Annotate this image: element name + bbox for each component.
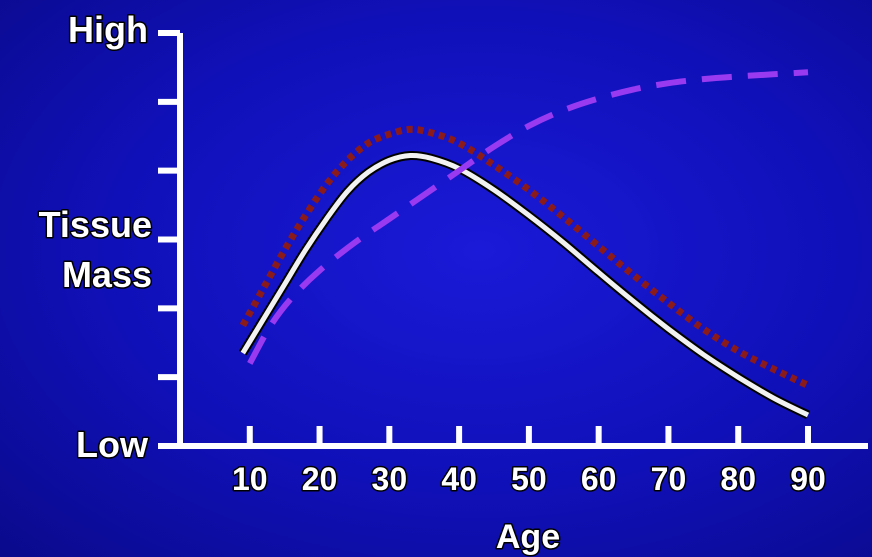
series-line-dashed bbox=[247, 69, 809, 365]
x-tick-label: 80 bbox=[720, 461, 756, 497]
y-tick-label-high: High bbox=[68, 9, 148, 50]
x-tick-label: 40 bbox=[441, 461, 477, 497]
x-tick-label: 90 bbox=[790, 461, 826, 497]
series-group bbox=[238, 69, 810, 420]
x-tick-label: 20 bbox=[302, 461, 338, 497]
x-tick-label: 30 bbox=[372, 461, 408, 497]
labels-group: High Low Tissue Mass Age bbox=[37, 8, 562, 557]
series-line-solid-shadow bbox=[238, 150, 810, 420]
y-axis-label: Tissue Mass bbox=[39, 204, 152, 295]
series-line-dotted bbox=[239, 125, 810, 389]
x-tick-label: 10 bbox=[232, 461, 268, 497]
y-tick-label-low: Low bbox=[76, 424, 149, 465]
x-tick-label: 70 bbox=[651, 461, 687, 497]
x-tick-label: 50 bbox=[511, 461, 547, 497]
series-line-solid bbox=[240, 152, 810, 418]
x-tick-label: 60 bbox=[581, 461, 617, 497]
x-axis-label: Age bbox=[496, 518, 560, 556]
axes: 10 20 30 40 50 60 70 80 90 bbox=[158, 30, 868, 499]
